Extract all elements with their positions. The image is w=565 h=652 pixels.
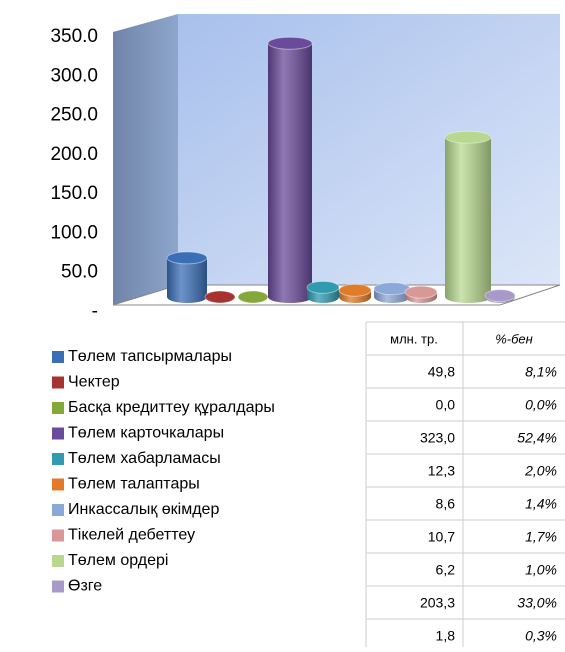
y-tick-label: 300.0 <box>50 65 98 86</box>
y-tick-label: 250.0 <box>50 105 98 126</box>
table-cell: 1,0% <box>525 562 557 578</box>
table-cell: 12,3 <box>428 463 455 479</box>
bar-shade <box>268 43 312 303</box>
legend-label: Тікелей дебеттеу <box>68 527 195 544</box>
legend-swatch <box>52 453 64 465</box>
legend-swatch <box>52 478 64 491</box>
table-cell: 1,7% <box>525 529 557 545</box>
bar-top <box>166 251 208 265</box>
legend-label: Инкассалық өкімдер <box>68 501 219 518</box>
legend-swatch <box>52 402 64 414</box>
y-tick-label: - <box>92 301 98 322</box>
bar-top <box>404 285 438 299</box>
table-cell: 33,0% <box>517 595 557 611</box>
table-cell: 0,3% <box>525 628 557 644</box>
table-cell: 52,4% <box>517 430 557 446</box>
y-tick-label: 150.0 <box>50 183 98 204</box>
bar-top <box>484 289 516 303</box>
bar-shade <box>485 295 515 303</box>
legend-swatch <box>52 580 64 593</box>
bar-top <box>267 36 313 50</box>
bar-top <box>306 280 340 294</box>
bar-top <box>204 290 236 304</box>
table-cell: 2,0% <box>524 463 557 479</box>
y-tick-label: 100.0 <box>50 222 98 243</box>
bar-shade <box>339 290 371 303</box>
legend-label: Төлем ордері <box>68 552 168 569</box>
table-cell: 49,8 <box>428 364 455 380</box>
bar-shade <box>374 288 410 303</box>
legend-swatch <box>52 529 64 542</box>
table-cell: 6,2 <box>436 562 456 578</box>
legend-swatch <box>52 504 64 516</box>
bar-shade <box>445 137 491 303</box>
legend-label: Басқа кредиттеу құралдары <box>68 399 275 416</box>
table-cell: 10,7 <box>428 529 455 545</box>
table-header: млн. тр. <box>390 331 438 346</box>
legend-swatch <box>52 351 64 363</box>
side-wall <box>113 14 178 305</box>
table-cell: 323,0 <box>420 430 455 446</box>
legend-label: Өзге <box>68 578 102 595</box>
table-cell: 8,1% <box>525 364 557 380</box>
legend-swatch <box>52 376 64 389</box>
table-cell: 0,0% <box>525 397 557 413</box>
table-cell: 1,8 <box>436 628 456 644</box>
table-cell: 0,0 <box>436 397 456 413</box>
legend-label: Төлем тапсырмалары <box>68 348 232 365</box>
bar-shade <box>307 287 339 303</box>
bar-top <box>444 130 492 144</box>
legend-swatch <box>52 555 64 567</box>
legend-label: Төлем талаптары <box>68 476 200 493</box>
legend-label: Төлем хабарламасы <box>68 450 221 467</box>
table-cell: 1,4% <box>525 496 557 512</box>
y-tick-label: 50.0 <box>61 262 98 283</box>
bar-shade <box>167 257 207 303</box>
y-tick-label: 200.0 <box>50 144 98 165</box>
y-tick-label: 350.0 <box>50 26 98 47</box>
table-cell: 8,6 <box>436 496 456 512</box>
bar-shade <box>405 292 437 303</box>
table-header: %-бен <box>495 331 533 346</box>
bar-top <box>338 283 372 297</box>
legend-label: Төлем карточкалары <box>68 425 224 442</box>
legend-label: Чектер <box>68 374 120 391</box>
back-wall <box>178 14 560 285</box>
bar-top <box>237 290 269 304</box>
table-cell: 203,3 <box>420 595 455 611</box>
legend-swatch <box>52 427 64 440</box>
